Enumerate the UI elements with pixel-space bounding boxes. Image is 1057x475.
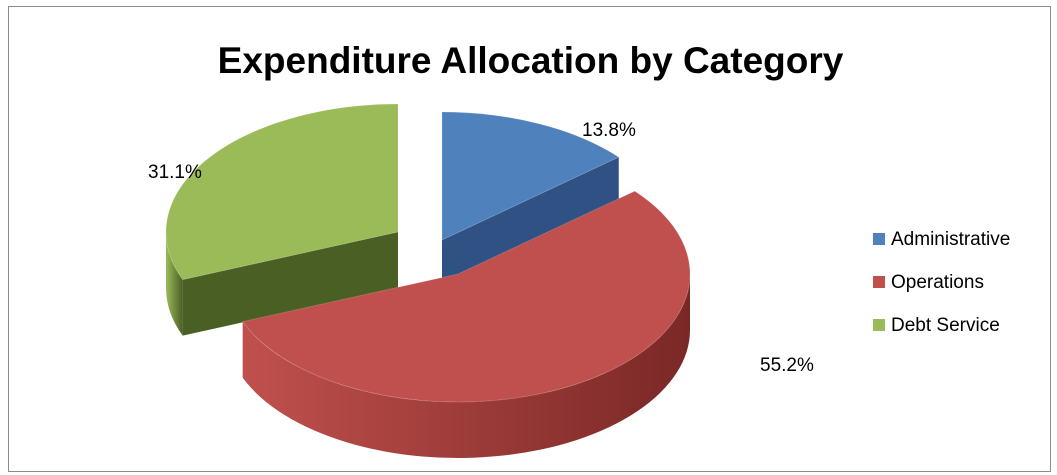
pie-slices [165, 103, 691, 459]
legend: Administrative Operations Debt Service [873, 229, 1010, 336]
chart-title: Expenditure Allocation by Category [217, 40, 844, 81]
legend-swatch-administrative [873, 233, 885, 245]
pie-slice-administrative [441, 111, 620, 241]
pie-slice-wall-debt-service [166, 232, 183, 336]
legend-label-administrative: Administrative [891, 229, 1010, 250]
pie-slice-wall-operations [242, 274, 691, 459]
legend-swatch-operations [873, 276, 885, 288]
pie-slice-debt-service [165, 103, 399, 281]
legend-label-operations: Operations [891, 272, 984, 293]
legend-label-debt-service: Debt Service [891, 315, 1000, 336]
pie-slice-edge-debt-service [182, 232, 398, 336]
data-label-operations: 55.2% [760, 355, 814, 376]
data-label-debt-service: 31.1% [148, 162, 202, 183]
pie-slice-operations [241, 190, 691, 403]
data-label-administrative: 13.8% [582, 120, 636, 141]
pie-data-labels: 13.8% 55.2% 31.1% [148, 120, 814, 376]
legend-swatch-debt-service [873, 319, 885, 331]
